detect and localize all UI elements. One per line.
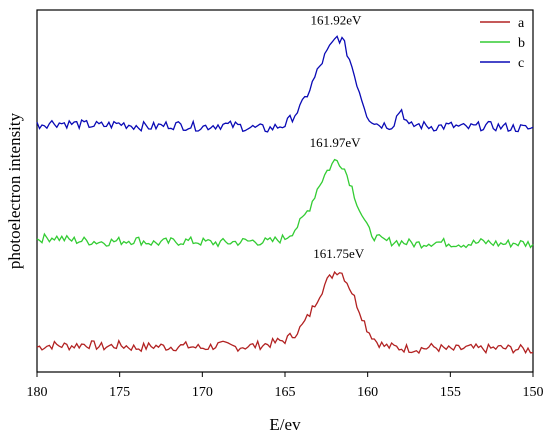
- x-tick-label: 165: [275, 385, 296, 400]
- peak-label-a: 161.75eV: [313, 246, 365, 261]
- legend-label-c: c: [518, 56, 524, 71]
- series-layer: [36, 35, 534, 355]
- x-tick-label: 175: [109, 385, 130, 400]
- series-line-b: [36, 158, 534, 250]
- legend: abc: [480, 16, 525, 71]
- x-tick-label: 160: [357, 385, 378, 400]
- x-tick-label: 155: [440, 385, 461, 400]
- y-axis-title: photoelectron intensity: [5, 112, 24, 269]
- x-tick-label: 150: [523, 385, 544, 400]
- x-tick-label: 180: [27, 385, 48, 400]
- series-line-c: [36, 35, 534, 133]
- plot-frame: [36, 9, 534, 373]
- peak-labels: 161.75eV 161.97eV 161.92eV: [310, 13, 365, 262]
- legend-label-a: a: [518, 16, 525, 31]
- x-axis-ticks: 180 175 170 165 160 155 150: [27, 372, 544, 400]
- x-tick-label: 170: [192, 385, 213, 400]
- peak-label-b: 161.97eV: [310, 135, 362, 150]
- peak-label-c: 161.92eV: [310, 13, 362, 28]
- x-axis-title: E/ev: [269, 415, 301, 434]
- legend-label-b: b: [518, 36, 525, 51]
- series-line-a: [36, 270, 534, 355]
